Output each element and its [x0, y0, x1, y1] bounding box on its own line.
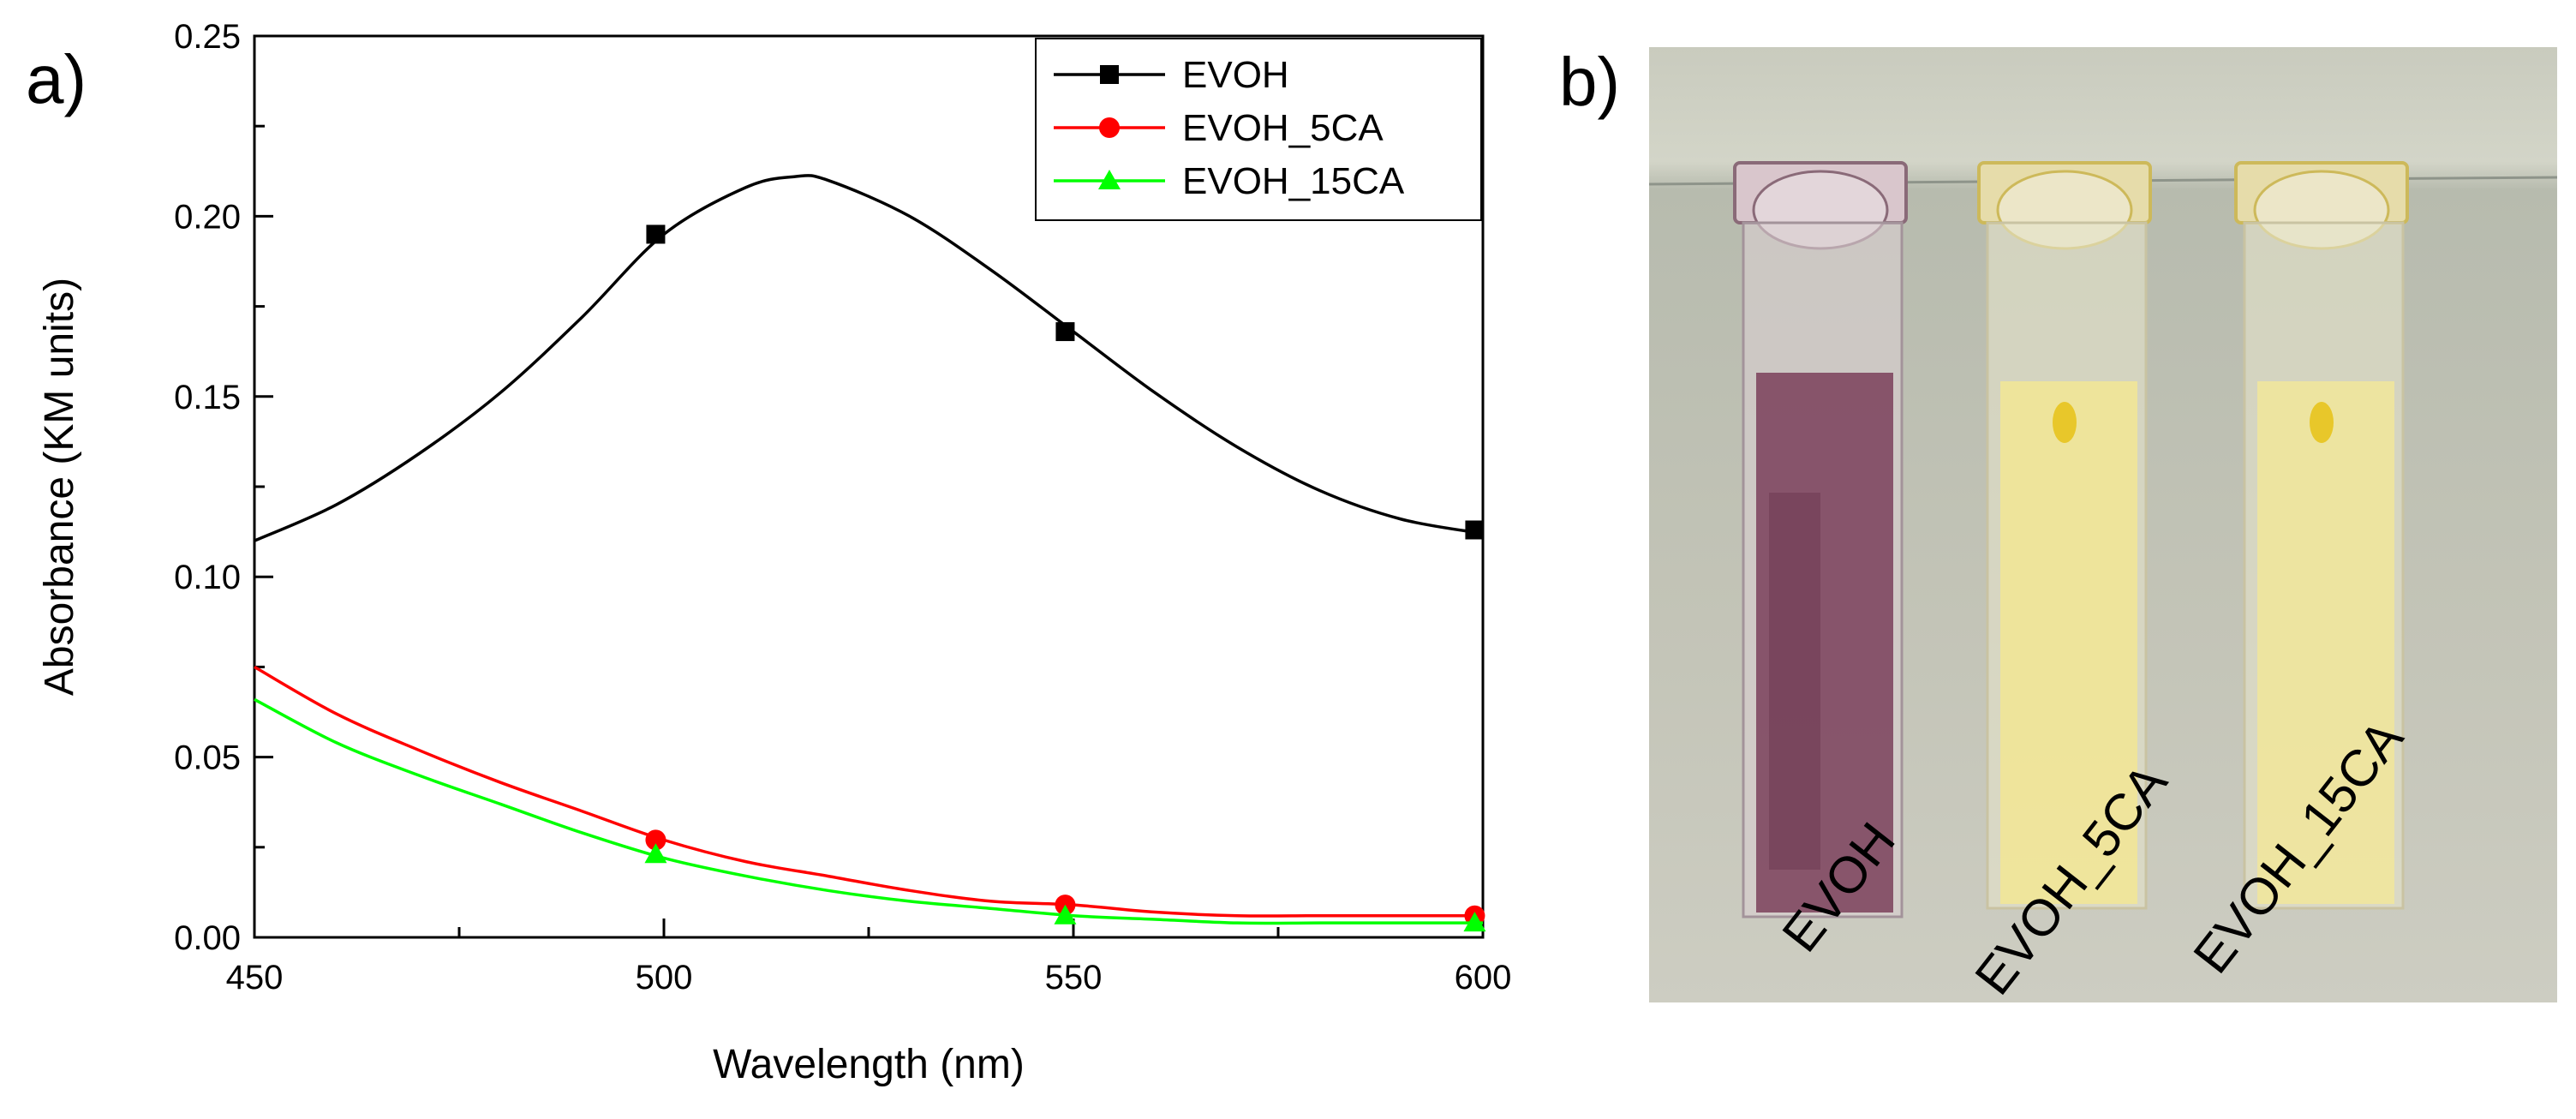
data-point-evoh: [646, 224, 666, 244]
legend-label-evoh: EVOH: [1182, 54, 1289, 96]
legend-label-evoh-5ca: EVOH_5CA: [1182, 107, 1384, 149]
legend-marker-evoh-15ca: [1098, 170, 1121, 189]
legend-label-evoh-15ca: EVOH_15CA: [1182, 160, 1405, 202]
y-axis-label: Absorbance (KM units): [37, 278, 82, 696]
y-tick-label: 0.00: [174, 919, 241, 957]
x-tick-label: 550: [1045, 959, 1103, 996]
series-line-evoh-15ca: [254, 697, 1483, 925]
y-tick-label: 0.20: [174, 198, 241, 236]
absorbance-chart: a) 0.00 0.05 0.10 0.15 0.20 0.25 450 500 550 600…: [26, 18, 1512, 1087]
legend-marker-evoh: [1100, 65, 1119, 84]
panel-b-label: b): [1559, 44, 1621, 120]
panel-a-label: a): [26, 41, 87, 117]
legend: EVOH EVOH_5CA EVOH_15CA: [1035, 38, 1482, 221]
liquid-evoh-5ca: [2000, 381, 2137, 904]
legend-marker-evoh-5ca: [1099, 117, 1120, 138]
y-tick-label: 0.10: [174, 559, 241, 596]
y-tick-label: 0.25: [174, 18, 241, 56]
cuvette-evoh-15ca: [2234, 161, 2409, 910]
liquid-evoh-15ca: [2257, 381, 2394, 904]
data-point-evoh-15ca: [1054, 904, 1077, 925]
x-axis-label: Wavelength (nm): [713, 1042, 1025, 1087]
chart-panel-a: a) 0.00 0.05 0.10 0.15 0.20 0.25 450 500 550 600…: [26, 18, 1512, 1087]
data-point-evoh: [1055, 322, 1075, 342]
cuvette-evoh: [1733, 161, 1908, 919]
y-tick-label: 0.15: [174, 379, 241, 416]
cuvette-evoh-5ca: [1977, 161, 2152, 910]
data-point-evoh-15ca: [1463, 912, 1486, 932]
data-point-evoh-5ca: [645, 829, 666, 851]
x-tick-label: 600: [1455, 959, 1512, 996]
x-tick-label: 450: [226, 959, 284, 996]
liquid-evoh: [1756, 373, 1893, 913]
x-tick-label: 500: [636, 959, 693, 996]
cuvette-photo: EVOH EVOH_5CA EVOH_15CA: [1649, 47, 2557, 1002]
series-line-evoh: [254, 174, 1484, 542]
data-point-evoh-15ca: [644, 843, 667, 864]
series-line-evoh-5ca: [254, 665, 1483, 918]
data-point-evoh: [1465, 520, 1485, 540]
y-tick-label: 0.05: [174, 739, 241, 777]
